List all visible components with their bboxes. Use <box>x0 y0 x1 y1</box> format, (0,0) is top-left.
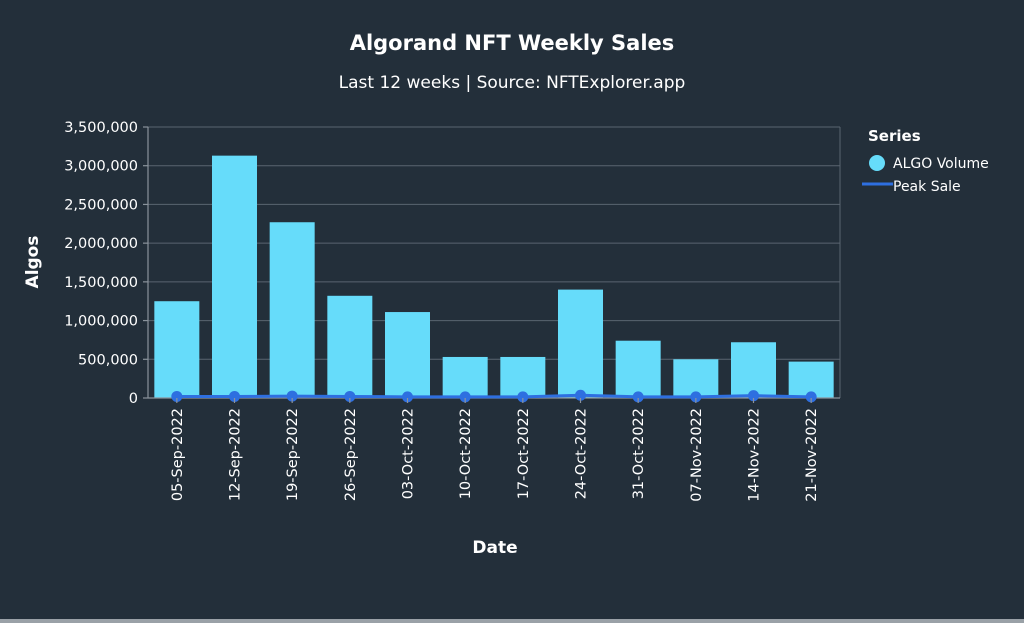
bar <box>385 312 430 398</box>
peak-sale-point <box>690 391 702 403</box>
x-tick-label: 21-Nov-2022 <box>804 408 820 502</box>
legend-peak-sale-label: Peak Sale <box>893 179 961 195</box>
bar <box>615 340 661 398</box>
y-tick-label: 1,500,000 <box>64 275 138 291</box>
x-tick-label: 12-Sep-2022 <box>228 408 244 501</box>
x-axis-title: Date <box>472 538 517 558</box>
peak-sale-line <box>176 393 812 399</box>
grid <box>148 126 841 398</box>
legend: Series ALGO Volume Peak Sale <box>862 127 989 195</box>
bar <box>731 342 776 398</box>
peak-sale-point <box>805 391 817 403</box>
bar <box>500 356 546 398</box>
legend-algo-volume-label: ALGO Volume <box>893 156 989 172</box>
y-tick-label: 2,000,000 <box>64 236 138 252</box>
x-tick-label: 17-Oct-2022 <box>516 408 532 499</box>
bottom-border <box>0 619 1024 623</box>
bar <box>327 295 373 398</box>
bar <box>442 356 488 398</box>
peak-sale-point <box>459 391 471 403</box>
peak-sale-point <box>748 390 759 402</box>
x-tick-label: 19-Sep-2022 <box>285 408 301 501</box>
line-series <box>171 389 817 403</box>
chart-subtitle: Last 12 weeks | Source: NFTExplorer.app <box>339 73 686 93</box>
peak-sale-point <box>286 390 298 402</box>
peak-sale-point <box>229 390 240 402</box>
bar <box>154 301 200 398</box>
peak-sale-point <box>171 390 183 402</box>
y-tick-label: 3,000,000 <box>64 159 138 175</box>
x-tick-label: 14-Nov-2022 <box>747 408 763 502</box>
bar-series <box>154 155 834 398</box>
y-tick-label: 1,000,000 <box>64 314 138 330</box>
peak-sale-point <box>575 389 586 401</box>
x-tick-label: 03-Oct-2022 <box>401 408 417 499</box>
legend-algo-volume-marker <box>869 155 885 171</box>
x-tick-label: 26-Sep-2022 <box>343 408 359 501</box>
peak-sale-point <box>344 390 356 402</box>
y-tick-label: 500,000 <box>78 352 138 368</box>
x-tick-label: 31-Oct-2022 <box>631 408 647 499</box>
chart-title: Algorand NFT Weekly Sales <box>350 31 675 55</box>
y-tick-label: 3,500,000 <box>64 120 138 136</box>
y-axis-title: Algos <box>23 236 43 289</box>
y-axis-ticks: 0 500,000 1,000,000 1,500,000 2,000,000 2,500… <box>64 120 148 407</box>
bar <box>269 222 315 398</box>
x-tick-label: 24-Oct-2022 <box>574 408 590 499</box>
y-tick-label: 2,500,000 <box>64 197 138 213</box>
peak-sale-point <box>517 391 529 403</box>
legend-title: Series <box>868 127 921 145</box>
x-tick-label: 05-Sep-2022 <box>170 408 186 501</box>
bar <box>558 289 603 398</box>
x-tick-label: 07-Nov-2022 <box>689 408 705 502</box>
bar <box>212 155 257 398</box>
x-axis-ticks: 05-Sep-2022 12-Sep-2022 19-Sep-2022 26-Sep-… <box>170 398 820 502</box>
peak-sale-point <box>402 391 413 403</box>
x-tick-label: 10-Oct-2022 <box>458 408 474 499</box>
y-tick-label: 0 <box>129 391 138 407</box>
peak-sale-point <box>632 391 644 403</box>
